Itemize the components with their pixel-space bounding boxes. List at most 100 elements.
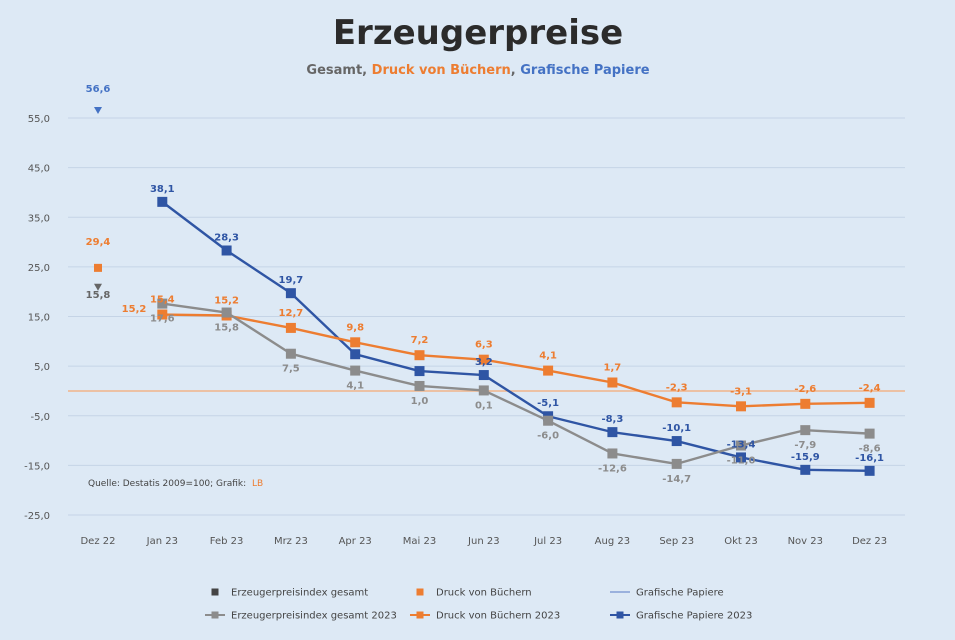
data-label: 38,1 xyxy=(150,184,175,195)
data-label: -15,9 xyxy=(791,452,820,463)
data-label: 28,3 xyxy=(214,232,239,243)
x-tick-label: Dez 22 xyxy=(80,536,115,547)
subtitle-part-3: Grafische Papiere xyxy=(520,63,649,78)
data-label: -11,0 xyxy=(727,456,756,467)
chart-title: Erzeugerpreise xyxy=(333,13,623,53)
series-line-2 xyxy=(162,302,870,466)
dec22-label: 56,6 xyxy=(86,84,111,95)
y-tick-label: 45,0 xyxy=(28,164,50,175)
x-tick-label: Feb 23 xyxy=(210,536,244,547)
legend-label: Druck von Büchern 2023 xyxy=(436,611,560,622)
legend-label: Erzeugerpreisindex gesamt 2023 xyxy=(231,611,397,622)
data-label: -6,0 xyxy=(537,431,559,442)
legend-label: Erzeugerpreisindex gesamt xyxy=(231,588,368,599)
data-label: 9,8 xyxy=(346,322,364,333)
data-label: -2,4 xyxy=(859,383,881,394)
data-point xyxy=(736,440,746,451)
data-label: 6,3 xyxy=(475,340,493,351)
series xyxy=(94,107,875,476)
data-label: -14,7 xyxy=(662,474,691,485)
data-point xyxy=(285,288,296,299)
x-tick-label: Nov 23 xyxy=(788,536,823,547)
data-point xyxy=(864,465,875,476)
data-label: 12,7 xyxy=(279,308,304,319)
data-point xyxy=(607,427,618,438)
data-point xyxy=(414,366,425,377)
source-note: Quelle: Destatis 2009=100; Grafik: LB xyxy=(88,479,263,489)
x-tick-label: Dez 23 xyxy=(852,536,887,547)
data-label: -5,1 xyxy=(537,398,559,409)
dec22-label: 15,8 xyxy=(86,290,111,301)
data-point xyxy=(671,458,682,469)
data-point xyxy=(221,307,232,318)
data-label: 1,7 xyxy=(604,363,622,374)
data-point xyxy=(864,428,875,439)
legend-swatch-marker xyxy=(616,611,624,619)
dec22-label: 15,2 xyxy=(122,304,147,315)
data-point xyxy=(350,349,361,360)
data-point xyxy=(478,354,489,365)
data-point xyxy=(478,385,489,396)
data-point xyxy=(414,350,425,361)
chart-subtitle: Gesamt, Druck von Büchern, Grafische Pap… xyxy=(306,63,649,78)
data-point xyxy=(478,370,489,381)
data-label: 7,5 xyxy=(282,364,300,375)
data-label: -13,4 xyxy=(727,439,756,450)
data-label: -10,1 xyxy=(662,423,691,434)
data-point xyxy=(414,380,425,391)
data-point xyxy=(864,397,875,408)
data-point xyxy=(221,245,232,256)
data-label: -2,6 xyxy=(794,384,816,395)
x-tick-label: Okt 23 xyxy=(724,536,758,547)
legend-item: Druck von Büchern xyxy=(416,588,532,599)
y-tick-label: -15,0 xyxy=(24,461,50,472)
data-point xyxy=(800,398,811,409)
dec22-marker xyxy=(94,283,102,291)
data-label: 1,0 xyxy=(411,396,429,407)
legend-item: Druck von Büchern 2023 xyxy=(410,611,560,622)
data-point xyxy=(157,298,168,309)
data-point xyxy=(543,365,554,376)
data-point xyxy=(285,348,296,359)
data-label: 15,4 xyxy=(150,295,175,306)
source-note-text: Quelle: Destatis 2009=100; Grafik: xyxy=(88,479,246,489)
data-point xyxy=(607,448,618,459)
data-label: -2,3 xyxy=(666,382,688,393)
data-point xyxy=(607,377,618,388)
x-tick-label: Sep 23 xyxy=(659,536,694,547)
data-point xyxy=(800,425,811,436)
y-tick-label: 15,0 xyxy=(28,313,50,324)
subtitle-part-1: Druck von Büchern xyxy=(372,63,511,78)
legend: Erzeugerpreisindex gesamt Druck von Büche… xyxy=(205,588,752,622)
y-tick-label: -5,0 xyxy=(30,412,50,423)
data-labels: 38,1 28,3 19,7 3,2 -5,1 -8,3 -10,1 -13,4 -15,9 -1… xyxy=(86,84,884,485)
data-point xyxy=(671,436,682,447)
legend-label: Druck von Büchern xyxy=(436,588,532,599)
data-point xyxy=(671,397,682,408)
data-label: 17,6 xyxy=(150,314,175,325)
dec22-marker xyxy=(94,107,102,115)
data-label: -12,6 xyxy=(598,463,627,474)
y-tick-label: 25,0 xyxy=(28,263,50,274)
subtitle-part-2: , xyxy=(511,63,520,78)
legend-label: Grafische Papiere 2023 xyxy=(636,611,752,622)
data-point xyxy=(350,337,361,348)
data-point xyxy=(157,309,168,320)
subtitle-part-0: Gesamt, xyxy=(306,63,371,78)
source-note-highlight: LB xyxy=(252,479,263,489)
data-point xyxy=(543,415,554,426)
data-label: 3,2 xyxy=(475,357,493,368)
data-point xyxy=(800,464,811,475)
data-label: 19,7 xyxy=(279,275,304,286)
dec22-marker xyxy=(94,263,102,272)
legend-item: Erzeugerpreisindex gesamt xyxy=(211,588,368,599)
legend-swatch-marker xyxy=(211,611,219,619)
data-label: 4,1 xyxy=(539,351,557,362)
data-point xyxy=(736,452,746,463)
x-tick-label: Mrz 23 xyxy=(274,536,308,547)
y-tick-label: 5,0 xyxy=(34,362,50,373)
legend-item: Grafische Papiere xyxy=(610,588,724,599)
dec22-label: 29,4 xyxy=(86,237,111,248)
data-label: -8,3 xyxy=(601,414,623,425)
